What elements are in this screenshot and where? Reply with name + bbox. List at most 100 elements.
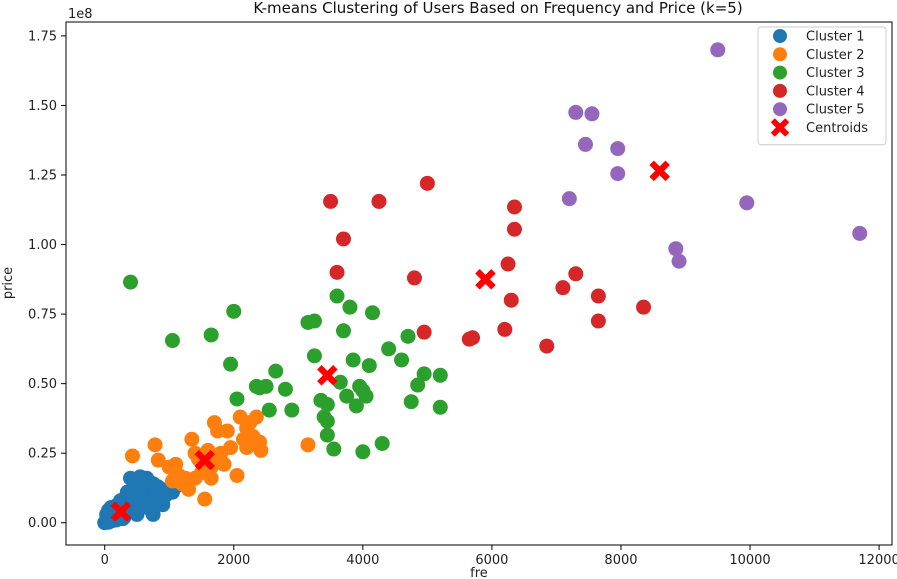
- data-point: [497, 321, 513, 337]
- legend-label: Centroids: [806, 121, 868, 136]
- data-point: [300, 437, 316, 453]
- data-point: [636, 299, 652, 315]
- data-point: [739, 195, 755, 211]
- legend-marker: [773, 29, 787, 43]
- y-axis-label: price: [1, 267, 16, 299]
- x-tick-label: 4000: [346, 553, 379, 568]
- data-point: [339, 388, 355, 404]
- legend: Cluster 1 Cluster 2 Cluster 3 Cluster 4 Clus…: [757, 26, 887, 146]
- data-point: [332, 374, 348, 390]
- legend-entry: Cluster 3: [773, 65, 865, 81]
- centroid-marker: [649, 160, 671, 182]
- data-points: [97, 42, 868, 531]
- data-point: [465, 330, 481, 346]
- centroid-marker: [110, 501, 132, 522]
- legend-entry: Centroids: [770, 118, 868, 137]
- data-point: [147, 437, 163, 453]
- legend-marker: [773, 83, 787, 98]
- data-point: [506, 199, 522, 215]
- y-tick-label: 1.00: [28, 238, 57, 253]
- data-point: [410, 377, 426, 393]
- data-point: [852, 225, 868, 241]
- centroid-marker: [316, 364, 338, 386]
- data-point: [126, 490, 142, 506]
- data-point: [124, 448, 140, 464]
- legend-entry: Cluster 2: [773, 47, 865, 63]
- x-tick-label: 6000: [475, 553, 508, 568]
- series-cluster-4: [323, 175, 652, 354]
- data-point: [319, 427, 335, 443]
- data-point: [145, 506, 161, 522]
- legend-marker: [773, 47, 787, 62]
- x-axis: 0 2000 4000 6000 8000 10000 12000: [101, 545, 897, 568]
- data-point: [155, 490, 171, 506]
- data-point: [223, 356, 239, 372]
- data-point: [329, 264, 345, 280]
- legend-entry: Cluster 4: [773, 83, 865, 99]
- data-point: [323, 193, 339, 209]
- y-tick-label: 0.00: [28, 516, 57, 531]
- data-point: [500, 256, 516, 272]
- data-point: [164, 333, 180, 349]
- data-point: [319, 397, 335, 413]
- y-tick-label: 0.25: [28, 447, 57, 462]
- centroid-marker: [475, 268, 496, 290]
- legend-marker: [773, 102, 787, 117]
- legend-marker: [773, 65, 787, 80]
- legend-entry: Cluster 5: [773, 102, 865, 118]
- data-point: [258, 378, 274, 394]
- data-point: [432, 367, 448, 383]
- series-cluster-5: [561, 42, 868, 269]
- legend-label: Cluster 2: [806, 48, 865, 63]
- y-axis: 0.00 0.25 0.50 0.75 1.00 1.25 1.50 1.75: [28, 29, 66, 531]
- data-point: [284, 402, 300, 418]
- data-point: [123, 274, 139, 290]
- legend-frame: [757, 26, 887, 146]
- data-point: [253, 442, 269, 458]
- data-point: [671, 253, 687, 269]
- series-cluster-3: [123, 274, 448, 460]
- y-tick-label: 0.50: [28, 377, 57, 392]
- data-point: [371, 193, 387, 209]
- data-point: [539, 338, 555, 354]
- data-point: [400, 328, 416, 344]
- plot-area: [65, 21, 893, 546]
- legend-label: Cluster 3: [806, 66, 865, 81]
- data-point: [432, 399, 448, 415]
- data-point: [150, 452, 166, 468]
- data-point: [348, 398, 364, 414]
- data-point: [610, 166, 626, 182]
- data-point: [394, 352, 410, 368]
- data-point: [203, 327, 219, 343]
- x-tick-label: 8000: [604, 553, 637, 568]
- data-point: [319, 413, 335, 429]
- data-point: [584, 106, 600, 122]
- data-point: [139, 472, 155, 488]
- data-point: [561, 191, 577, 207]
- centroid-marker: [194, 449, 216, 471]
- y-offset-text: 1e8: [68, 7, 93, 22]
- data-point: [345, 352, 361, 368]
- data-point: [577, 136, 593, 152]
- data-point: [306, 313, 322, 329]
- data-point: [129, 506, 145, 522]
- data-point: [506, 221, 522, 237]
- data-point: [668, 241, 684, 257]
- data-point: [568, 104, 584, 120]
- data-point: [239, 440, 255, 456]
- legend-label: Cluster 4: [806, 84, 865, 99]
- data-point: [229, 467, 245, 483]
- data-point: [355, 444, 371, 460]
- data-point: [416, 324, 432, 340]
- data-point: [374, 435, 390, 451]
- data-point: [590, 313, 606, 329]
- data-point: [381, 341, 397, 357]
- data-point: [277, 381, 293, 397]
- data-point: [358, 388, 374, 404]
- data-point: [568, 266, 584, 282]
- data-point: [219, 423, 235, 439]
- data-point: [361, 358, 377, 374]
- data-point: [326, 441, 342, 457]
- data-point: [164, 473, 180, 489]
